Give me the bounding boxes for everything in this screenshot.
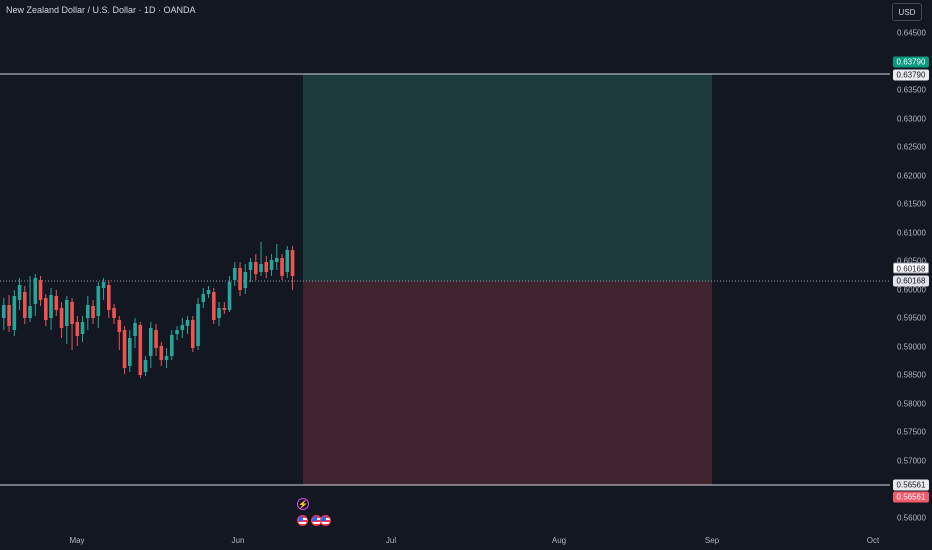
candle-body: [65, 300, 69, 326]
candle-body: [33, 278, 38, 304]
candle-body: [75, 322, 80, 336]
loss-zone[interactable]: [303, 281, 712, 485]
us-flag-icon[interactable]: [320, 515, 331, 526]
candle-body: [7, 305, 11, 326]
candle-body: [122, 330, 127, 368]
take-profit-axis-label: 0.63790: [893, 69, 929, 81]
price-tick: 0.60500: [897, 256, 926, 266]
candle-body: [12, 296, 17, 330]
candle-body: [159, 346, 164, 360]
candle-body: [149, 328, 153, 356]
lightning-icon[interactable]: ⚡: [297, 498, 309, 510]
candle-body: [91, 306, 95, 318]
candle-body: [59, 308, 64, 328]
candle-body: [243, 272, 248, 288]
candle-body: [86, 305, 90, 318]
candle-body: [112, 308, 116, 318]
price-tick: 0.57500: [897, 427, 926, 437]
time-tick: Sep: [704, 536, 720, 545]
price-tick: 0.64500: [897, 28, 926, 38]
candle-body: [23, 292, 27, 318]
candle-body: [80, 322, 85, 334]
price-tick: 0.63000: [897, 114, 926, 124]
candle-body: [28, 306, 32, 318]
candle-body: [2, 305, 6, 318]
candle-body: [259, 264, 263, 272]
candle-body: [143, 360, 148, 372]
current-price-label[interactable]: 0.60168: [893, 262, 929, 274]
candle-body: [154, 330, 158, 348]
time-tick: Jun: [231, 536, 245, 545]
candle-body: [222, 308, 227, 310]
entry-price-label: 0.60168: [893, 275, 929, 287]
price-tick: 0.58500: [897, 370, 926, 380]
candle-body: [128, 338, 132, 366]
take-profit-price-label[interactable]: 0.63790: [893, 56, 929, 68]
candle-body: [290, 250, 295, 276]
time-tick: Aug: [551, 536, 567, 545]
candle-body: [164, 356, 169, 360]
candle-body: [275, 258, 279, 262]
candle-body: [217, 308, 221, 318]
price-tick: 0.62500: [897, 142, 926, 152]
price-tick: 0.56000: [897, 513, 926, 523]
candle-body: [170, 335, 174, 356]
time-tick: May: [69, 536, 85, 545]
candle-body: [107, 285, 111, 310]
price-tick: 0.59500: [897, 313, 926, 323]
candle-body: [191, 320, 195, 348]
symbol-title[interactable]: New Zealand Dollar / U.S. Dollar · 1D · …: [6, 5, 196, 15]
candle-body: [175, 330, 179, 334]
currency-button[interactable]: USD: [892, 3, 922, 21]
candle-body: [201, 294, 206, 302]
price-tick: 0.61000: [897, 228, 926, 238]
candle-body: [227, 282, 232, 310]
candle-body: [212, 292, 216, 320]
price-tick: 0.61500: [897, 199, 926, 209]
candle-body: [238, 268, 242, 290]
profit-zone[interactable]: [303, 74, 712, 281]
candle-body: [206, 290, 211, 294]
candle-body: [54, 296, 59, 310]
candle-body: [264, 262, 269, 272]
stop-loss-price-label[interactable]: 0.56561: [893, 491, 929, 503]
candle-body: [233, 268, 237, 280]
candle-body: [133, 323, 137, 336]
candle-body: [185, 320, 190, 326]
candle-body: [280, 258, 284, 276]
candle-body: [96, 286, 101, 316]
candle-body: [70, 302, 74, 324]
candle-body: [196, 304, 200, 346]
candle-body: [49, 295, 53, 318]
candle-body: [269, 260, 274, 270]
stop-loss-axis-label: 0.56561: [893, 479, 929, 491]
time-tick: Jul: [385, 536, 397, 545]
price-tick: 0.59000: [897, 342, 926, 352]
candle-body: [138, 325, 143, 375]
us-flag-icon[interactable]: [297, 515, 308, 526]
candle-body: [38, 280, 43, 300]
price-tick: 0.60000: [897, 285, 926, 295]
candle-body: [117, 320, 122, 332]
price-tick: 0.57000: [897, 456, 926, 466]
candle-body: [17, 285, 22, 300]
candle-body: [101, 282, 106, 288]
candle-body: [180, 325, 185, 330]
candlestick-series: [2, 242, 295, 378]
candle-body: [285, 250, 290, 272]
time-tick: Oct: [866, 536, 880, 545]
price-tick: 0.58000: [897, 399, 926, 409]
candle-body: [254, 262, 258, 274]
candle-body: [44, 298, 48, 320]
price-tick: 0.62000: [897, 171, 926, 181]
candle-body: [248, 262, 253, 270]
price-tick: 0.63500: [897, 85, 926, 95]
